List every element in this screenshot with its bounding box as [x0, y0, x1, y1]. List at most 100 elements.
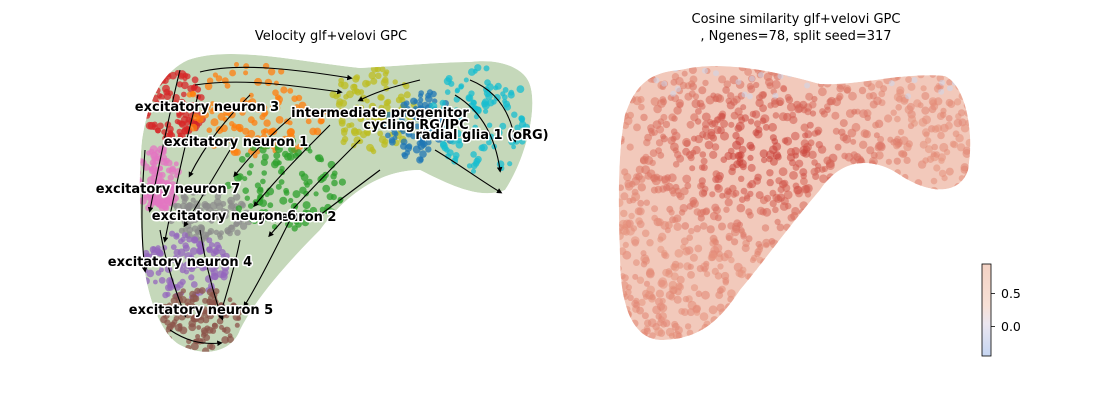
colorbar-ticks: 0.5 0.0	[991, 286, 1021, 334]
cell-point	[409, 122, 415, 128]
streamline	[199, 66, 353, 81]
cell-point	[786, 102, 796, 112]
cell-point	[520, 132, 527, 140]
cell-point	[619, 96, 629, 105]
cell-point	[786, 65, 795, 75]
cell-point	[958, 194, 966, 202]
cell-point	[819, 166, 826, 173]
cell-point	[934, 338, 943, 340]
cell-point	[924, 283, 934, 292]
cell-point	[227, 196, 236, 205]
cell-point	[191, 76, 199, 84]
cell-point	[967, 339, 971, 340]
cell-point	[213, 229, 220, 235]
cell-point	[699, 182, 706, 189]
cell-point	[819, 248, 827, 256]
cell-point	[729, 305, 737, 313]
cell-point	[832, 288, 842, 298]
cell-point	[694, 118, 702, 125]
cell-point	[793, 67, 802, 76]
cell-point	[712, 336, 720, 340]
cell-point	[898, 245, 905, 252]
cell-point	[734, 309, 742, 317]
cell-point	[641, 229, 650, 238]
cell-point	[405, 129, 412, 136]
cell-point	[627, 83, 635, 92]
cell-point	[640, 250, 647, 257]
cell-point	[937, 131, 945, 140]
cell-point	[955, 82, 964, 91]
cell-point	[839, 304, 848, 314]
cell-point	[278, 68, 285, 75]
cell-point	[333, 93, 340, 100]
cell-point	[806, 280, 813, 287]
cell-point	[170, 244, 177, 251]
cell-point	[968, 228, 971, 235]
cell-point	[320, 109, 327, 116]
cell-point	[294, 149, 303, 157]
cell-point	[931, 143, 938, 151]
cell-point	[956, 235, 964, 243]
cell-point	[641, 312, 649, 320]
cell-point	[836, 278, 846, 288]
cell-point	[629, 74, 637, 82]
cell-point	[904, 243, 912, 251]
cell-point	[142, 249, 150, 257]
cell-point	[968, 336, 971, 340]
cell-point	[224, 181, 232, 190]
cell-point	[182, 244, 190, 252]
cell-point	[958, 264, 966, 272]
cell-point	[200, 109, 207, 116]
cluster-label-excitatory-neuron-3: excitatory neuron 3	[135, 100, 279, 115]
cell-point	[470, 132, 477, 139]
cell-point	[623, 173, 632, 182]
cell-point	[809, 324, 816, 331]
cell-point	[689, 165, 696, 172]
cell-point	[723, 191, 732, 199]
cell-point	[643, 280, 651, 287]
cell-point	[804, 253, 811, 260]
cell-point	[794, 278, 804, 287]
cell-point	[620, 65, 628, 71]
cell-point	[688, 227, 695, 235]
cell-point	[388, 137, 396, 144]
cell-point	[826, 173, 835, 181]
cell-point	[870, 286, 880, 296]
cell-point	[903, 156, 911, 164]
cell-point	[343, 94, 349, 100]
cell-point	[951, 286, 958, 293]
cell-point	[759, 336, 766, 340]
cell-point	[176, 210, 183, 217]
cell-point	[876, 65, 885, 69]
cell-point	[704, 271, 711, 278]
cell-point	[898, 280, 907, 288]
cell-point	[172, 306, 179, 313]
cell-point	[700, 189, 708, 196]
cell-point	[906, 265, 916, 275]
cell-point	[788, 309, 795, 317]
cell-point	[882, 268, 889, 276]
cell-point	[929, 297, 937, 305]
streamline	[194, 81, 343, 95]
cell-point	[618, 65, 626, 69]
cell-point	[933, 188, 940, 195]
cell-point	[783, 333, 790, 340]
streamline	[162, 94, 199, 243]
cell-point	[768, 122, 777, 132]
cell-point	[913, 322, 921, 331]
cell-point	[233, 193, 241, 201]
cell-point	[825, 312, 833, 319]
cell-point	[878, 248, 887, 256]
cell-point	[425, 92, 432, 99]
cluster-label-excitatory-neuron-1-halo: excitatory neuron 1	[164, 135, 308, 150]
cell-point	[720, 119, 729, 128]
cell-point	[947, 224, 957, 234]
cell-point	[660, 98, 668, 106]
cell-point	[914, 65, 923, 74]
cell-point	[287, 88, 294, 94]
cell-point	[281, 135, 289, 144]
cell-point	[226, 335, 234, 343]
cell-point	[820, 287, 829, 295]
cell-point	[911, 77, 918, 84]
cell-point	[803, 293, 813, 303]
